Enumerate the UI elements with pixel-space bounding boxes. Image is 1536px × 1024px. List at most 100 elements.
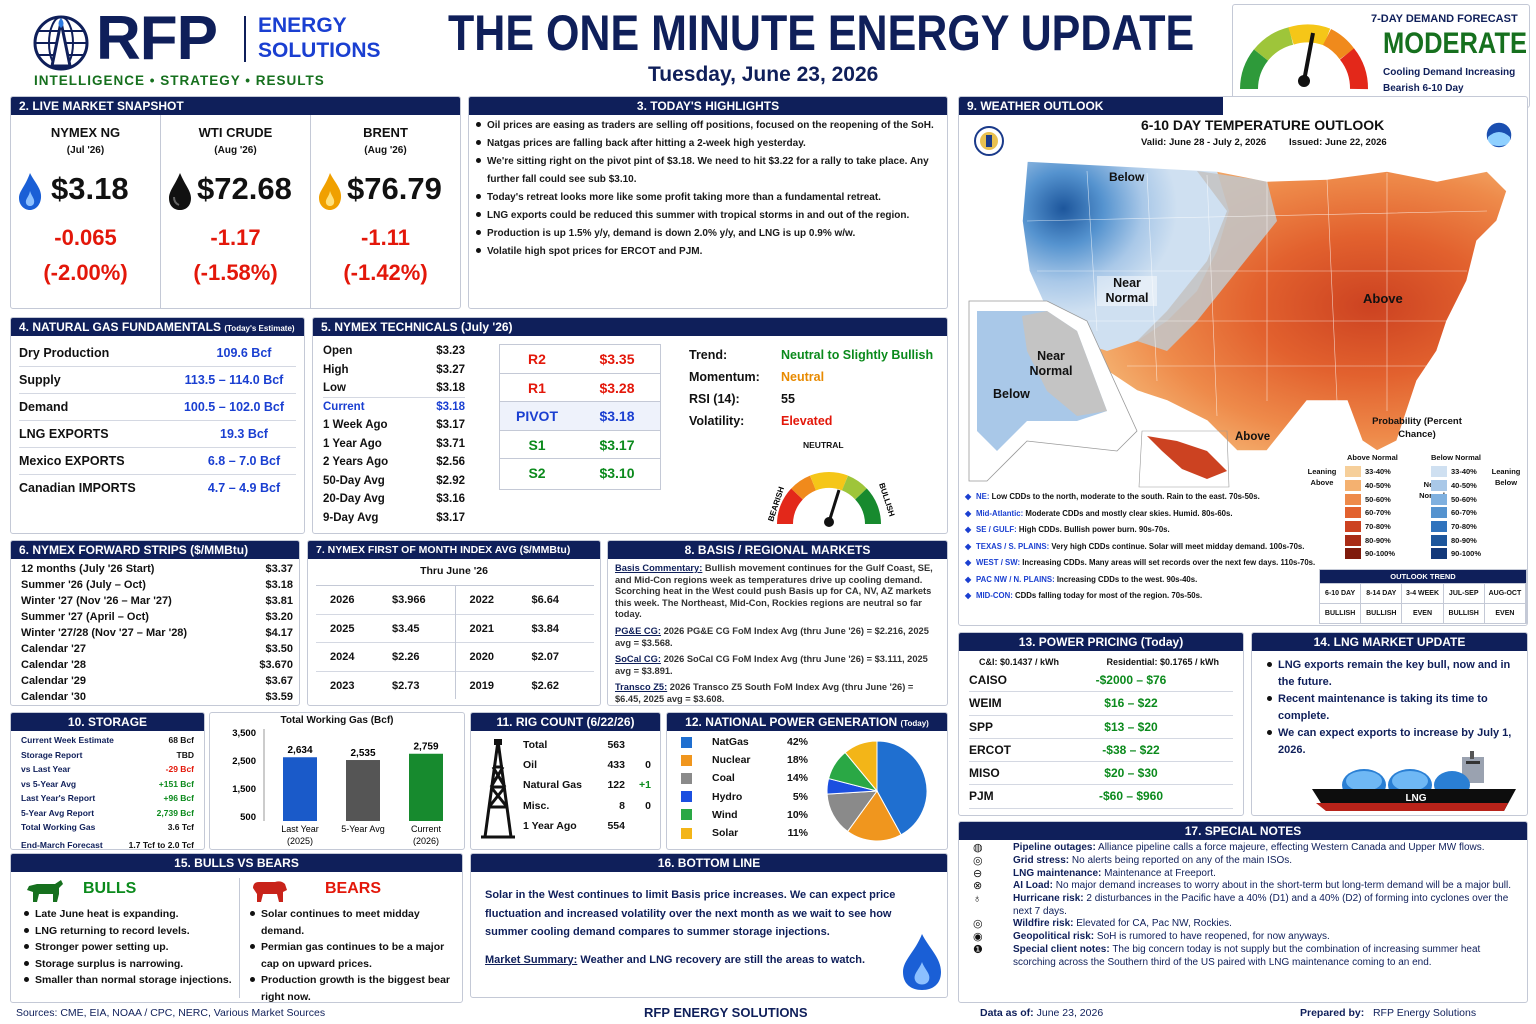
rig-label: Oil	[523, 759, 538, 772]
fom-sub: Thru June '26	[420, 565, 488, 577]
note-item: ⊗ AI Load: No major demand increases to w…	[973, 880, 1519, 893]
fundamentals-sub: (Today's Estimate)	[224, 324, 295, 333]
rig-change: 0	[645, 759, 651, 772]
price-change: -1.11	[361, 225, 410, 250]
highlights-list: Oil prices are easing as traders are sel…	[469, 115, 947, 261]
snapshot-brent: BRENT (Aug '26) $76.79 -1.11 (-1.42%)	[311, 115, 460, 308]
fundamentals-row: Mexico EXPORTS 6.8 – 7.0 Bcf	[19, 448, 296, 475]
iso-name: ERCOT	[969, 742, 1011, 757]
price-value: $3.23	[436, 345, 465, 357]
storage-row: Last Year's Report +96 Bcf	[21, 791, 194, 806]
footer-prepared: Prepared by: RFP Energy Solutions	[1300, 1007, 1476, 1019]
iso-row: PJM -$60 – $960	[969, 785, 1233, 809]
legend-swatch	[1431, 493, 1447, 505]
region-key: Mid-Atlantic:	[976, 508, 1024, 518]
strip-value: $3.50	[265, 643, 293, 655]
rig-label: 1 Year Ago	[523, 819, 577, 832]
technical-price-row: Open $3.23	[323, 342, 465, 361]
generation-pct: 5%	[792, 790, 808, 803]
weather-header: 9. WEATHER OUTLOOK	[959, 97, 1223, 115]
storage-value: -29 Bcf	[165, 764, 194, 774]
price-value: $3.17	[436, 419, 465, 431]
legend-swatch	[1345, 480, 1361, 492]
region-key: SE / GULF:	[976, 525, 1017, 534]
rig-value: 8	[619, 799, 625, 812]
pie-slice-nuclear	[846, 790, 902, 842]
contract-month: (Jul '26)	[66, 145, 105, 156]
market-summary: Market Summary: Weather and LNG recovery…	[471, 942, 947, 966]
trend-period: 6-10 DAY	[1320, 583, 1362, 603]
iso-name: SPP	[969, 719, 994, 734]
storage-forecast-label: End-March Forecast	[21, 839, 103, 850]
row-value: 100.5 – 102.0 Bcf	[183, 400, 285, 414]
outlook-trend-grid: 6-10 DAY 8-14 DAY 3-4 WEEK JUL-SEP AUG-OCT BU…	[1320, 583, 1527, 623]
highlight-item: Production is up 1.5% y/y, demand is dow…	[473, 225, 939, 243]
rig-label: Misc.	[523, 799, 550, 812]
brand-line-1: ENERGY	[258, 14, 347, 37]
instrument-price: $3.18	[51, 171, 129, 206]
note-key: Geopolitical risk:	[1013, 931, 1095, 943]
fom-value: $6.64	[531, 594, 560, 606]
level-value: $3.28	[599, 379, 635, 396]
oil-drop-icon	[169, 173, 191, 210]
instrument-price: $72.68	[197, 171, 292, 206]
category-label: 5-Year Avg	[341, 824, 385, 834]
strip-value: $3.67	[265, 675, 293, 687]
generation-swatch	[681, 754, 692, 766]
lng-tanker-icon: LNG	[1312, 751, 1516, 811]
region-commentary: ◆ NE: Low CDDs to the north, moderate to …	[965, 489, 1345, 605]
legend-bin: 40-50%	[1451, 481, 1477, 491]
legend-row: 80-90%	[1345, 533, 1395, 547]
generation-source: NatGas	[712, 736, 749, 748]
bears-label: BEARS	[325, 880, 382, 897]
rig-change	[625, 816, 651, 836]
market-summary-label: Market Summary:	[485, 953, 578, 966]
rig-label: Natural Gas	[523, 779, 582, 792]
legend-bin: 80-90%	[1451, 535, 1477, 545]
note-icon: ❶	[973, 944, 983, 957]
basis-text-item: Bullish movement continues for the Gulf …	[615, 563, 933, 620]
legend-bin: 90-100%	[1451, 549, 1482, 559]
pivot-level-row: S2 $3.10	[500, 459, 660, 488]
rig-label: Total	[523, 739, 548, 751]
storage-label: 5-Year Avg Report	[21, 807, 95, 818]
price-value: $3.16	[436, 493, 465, 505]
iso-name: PJM	[969, 789, 994, 804]
forecast-value: MODERATE	[1383, 27, 1528, 60]
level-value: $3.17	[599, 436, 635, 453]
iso-name: MISO	[969, 766, 1000, 781]
bar-2	[409, 753, 443, 821]
storage-forecast-row: End-March Forecast 1.7 Tcf to 2.0 Tcf	[21, 838, 194, 850]
bull-item: Smaller than normal storage injections.	[21, 972, 233, 989]
technical-indicators: Trend: Neutral to Slightly Bullish Moment…	[689, 344, 945, 432]
legend-bin: 50-60%	[1451, 494, 1477, 504]
strip-row: Summer '26 (July – Oct) $3.18	[21, 577, 293, 593]
legend-row: 50-60%	[1345, 492, 1395, 506]
map-title: 6-10 DAY TEMPERATURE OUTLOOK	[1141, 117, 1385, 133]
fom-year: 2026	[330, 594, 355, 606]
note-text: 2 disturbances in the Pacific have a 40%…	[1013, 893, 1509, 917]
volatility-label: Volatility:	[689, 414, 745, 428]
trend-value: EVEN	[1484, 603, 1527, 623]
bull-item: Late June heat is expanding.	[21, 906, 233, 923]
fom-value: $2.26	[392, 651, 420, 663]
legend-bin: 90-100%	[1365, 549, 1396, 559]
strip-label: Calendar '30	[21, 691, 86, 703]
price-value: $3.18	[436, 382, 465, 394]
lng-header: 14. LNG MARKET UPDATE	[1252, 633, 1527, 651]
storage-label: Total Working Gas	[21, 822, 96, 832]
power-header: 13. POWER PRICING (Today)	[959, 633, 1243, 651]
technical-price-row: 1 Year Ago $3.71	[323, 435, 465, 454]
lng-item: LNG exports remain the key bull, now and…	[1264, 657, 1519, 691]
natgas-flame-icon	[19, 173, 42, 210]
bulls-list: Late June heat is expanding. LNG returnin…	[21, 906, 233, 989]
globe-tower-logo-icon	[33, 15, 89, 71]
legend-below-normal: Below Normal	[1431, 453, 1482, 462]
snapshot-header: 2. LIVE MARKET SNAPSHOT	[11, 97, 460, 115]
market-summary-text: Weather and LNG recovery are still the a…	[580, 953, 866, 966]
basis-key: Transco Z5:	[615, 682, 668, 693]
row-value: 109.6 Bcf	[216, 346, 272, 360]
fom-year: 2021	[469, 622, 494, 635]
rsi-label: RSI (14):	[689, 392, 740, 406]
strip-row: Summer '27 (April – Oct) $3.20	[21, 609, 293, 625]
